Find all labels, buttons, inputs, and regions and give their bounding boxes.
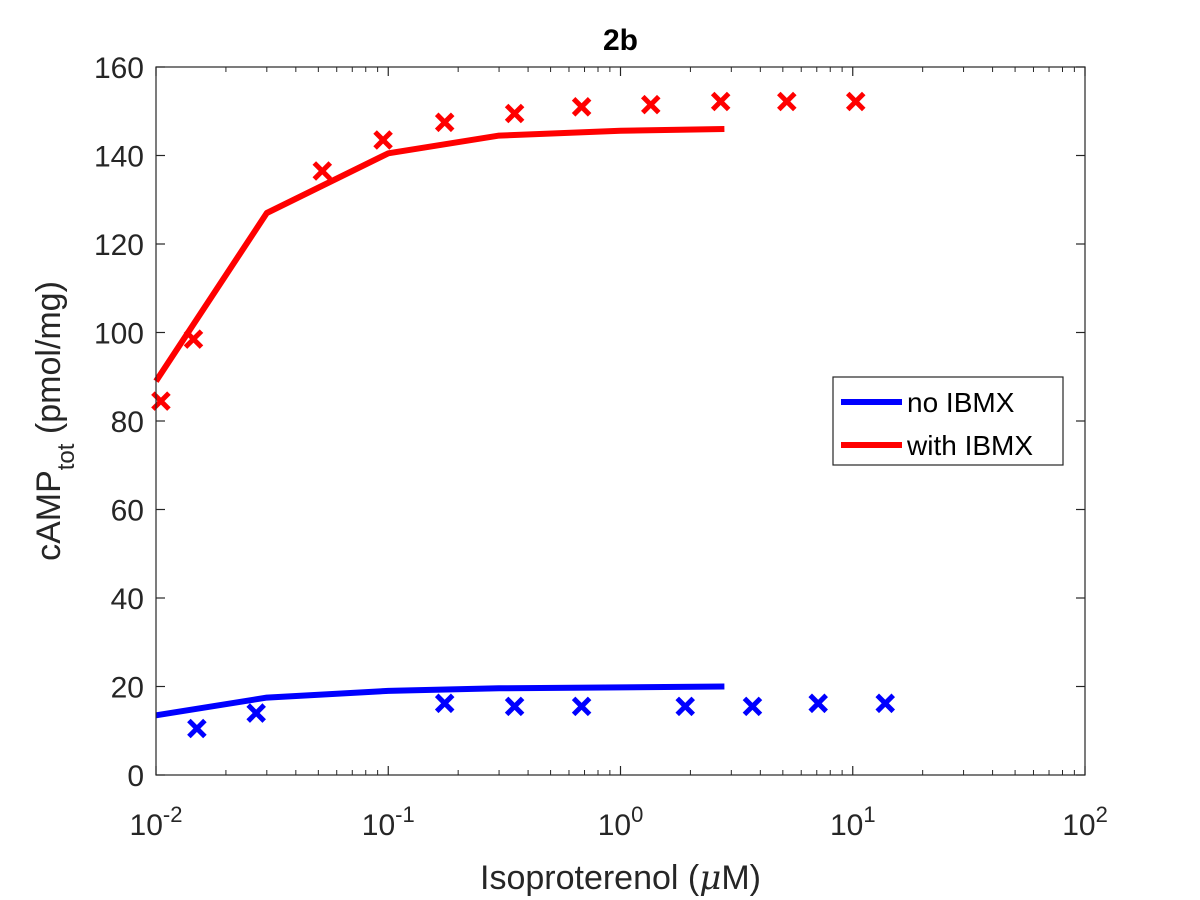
y-axis-label-main: cAMP	[30, 470, 68, 561]
x-tick-label: 101	[830, 802, 876, 842]
data-point-with-ibmx	[434, 112, 455, 133]
marker-stroke	[777, 91, 797, 112]
data-point-with-ibmx	[777, 91, 797, 112]
y-tick-label: 140	[94, 141, 144, 174]
legend-box	[832, 376, 1064, 466]
y-tick-label: 20	[111, 672, 144, 705]
marker-stroke	[641, 94, 661, 115]
x-tick-label: 10-2	[130, 802, 183, 842]
data-point-with-ibmx	[845, 91, 866, 112]
y-axis-label-sub: tot	[53, 443, 80, 470]
y-axis: 0 20 40 60 80 100 120 140 160	[94, 52, 1085, 793]
marker-stroke	[373, 130, 393, 150]
x-tick-label: 10-1	[362, 802, 415, 842]
x-axis-label-main: Isoproterenol (	[480, 859, 700, 897]
plot-frame	[155, 66, 1086, 776]
y-tick-label: 0	[127, 760, 144, 793]
marker-stroke	[742, 696, 763, 717]
marker-stroke	[710, 91, 731, 112]
x-tick-exponent: -1	[395, 802, 415, 827]
marker-stroke	[504, 103, 525, 124]
x-tick-label: 100	[598, 802, 644, 842]
x-tick-base: 10	[130, 809, 163, 842]
marker-stroke	[434, 112, 455, 133]
x-axis-label-tail: M)	[721, 859, 761, 897]
x-tick-base: 10	[1062, 809, 1095, 842]
marker-stroke	[808, 693, 828, 714]
y-axis-label-tail: (pmol/mg)	[30, 281, 68, 443]
data-point-with-ibmx	[312, 161, 333, 181]
marker-stroke	[875, 693, 896, 714]
x-tick-exponent: 0	[631, 802, 643, 827]
data-point-with-ibmx	[571, 97, 592, 117]
y-tick-label: 40	[111, 583, 144, 616]
data-point-no-ibmx	[808, 693, 828, 714]
y-tick-label: 160	[94, 52, 144, 85]
marker-stroke	[187, 718, 207, 739]
y-tick-label: 120	[94, 229, 144, 262]
x-axis: 10-2 10-1 100 101 102	[130, 67, 1108, 842]
data-point-no-ibmx	[504, 696, 525, 717]
data-point-with-ibmx	[641, 94, 661, 115]
y-tick-label: 80	[111, 406, 144, 439]
marker-stroke	[312, 161, 333, 181]
marker-stroke	[845, 91, 866, 112]
x-tick-exponent: 1	[863, 802, 875, 827]
legend-label-with-ibmx: with IBMX	[906, 430, 1033, 461]
marker-stroke	[571, 97, 592, 117]
marker-stroke	[183, 329, 204, 349]
marker-stroke	[434, 693, 455, 714]
data-point-no-ibmx	[187, 718, 207, 739]
legend-label-no-ibmx: no IBMX	[907, 387, 1015, 418]
series-line-with-ibmx	[153, 126, 725, 383]
x-tick-base: 10	[598, 809, 631, 842]
y-axis-label: cAMPtot (pmol/mg)	[30, 281, 80, 561]
data-point-with-ibmx	[373, 130, 393, 150]
data-point-no-ibmx	[675, 696, 696, 717]
y-tick-label: 60	[111, 495, 144, 528]
x-tick-label: 102	[1062, 802, 1108, 842]
series-layer	[151, 91, 896, 739]
data-point-no-ibmx	[571, 696, 592, 717]
marker-stroke	[246, 703, 266, 723]
x-tick-base: 10	[830, 809, 863, 842]
data-point-with-ibmx	[183, 329, 204, 349]
x-tick-base: 10	[362, 809, 395, 842]
x-tick-exponent: 2	[1096, 802, 1108, 827]
chart-title: 2b	[603, 24, 638, 57]
data-point-no-ibmx	[246, 703, 266, 723]
x-axis-label: Isoproterenol (μM)	[480, 858, 761, 898]
x-axis-label-mu: μ	[699, 858, 721, 898]
y-tick-label: 100	[94, 318, 144, 351]
data-point-no-ibmx	[434, 693, 455, 714]
data-point-no-ibmx	[742, 696, 763, 717]
series-line-no-ibmx	[155, 683, 725, 719]
marker-stroke	[571, 696, 592, 717]
marker-stroke	[504, 696, 525, 717]
data-point-with-ibmx	[504, 103, 525, 124]
x-tick-exponent: -2	[163, 802, 183, 827]
data-point-no-ibmx	[875, 693, 896, 714]
legend: no IBMX with IBMX	[832, 376, 1064, 466]
marker-stroke	[675, 696, 696, 717]
data-point-with-ibmx	[710, 91, 731, 112]
